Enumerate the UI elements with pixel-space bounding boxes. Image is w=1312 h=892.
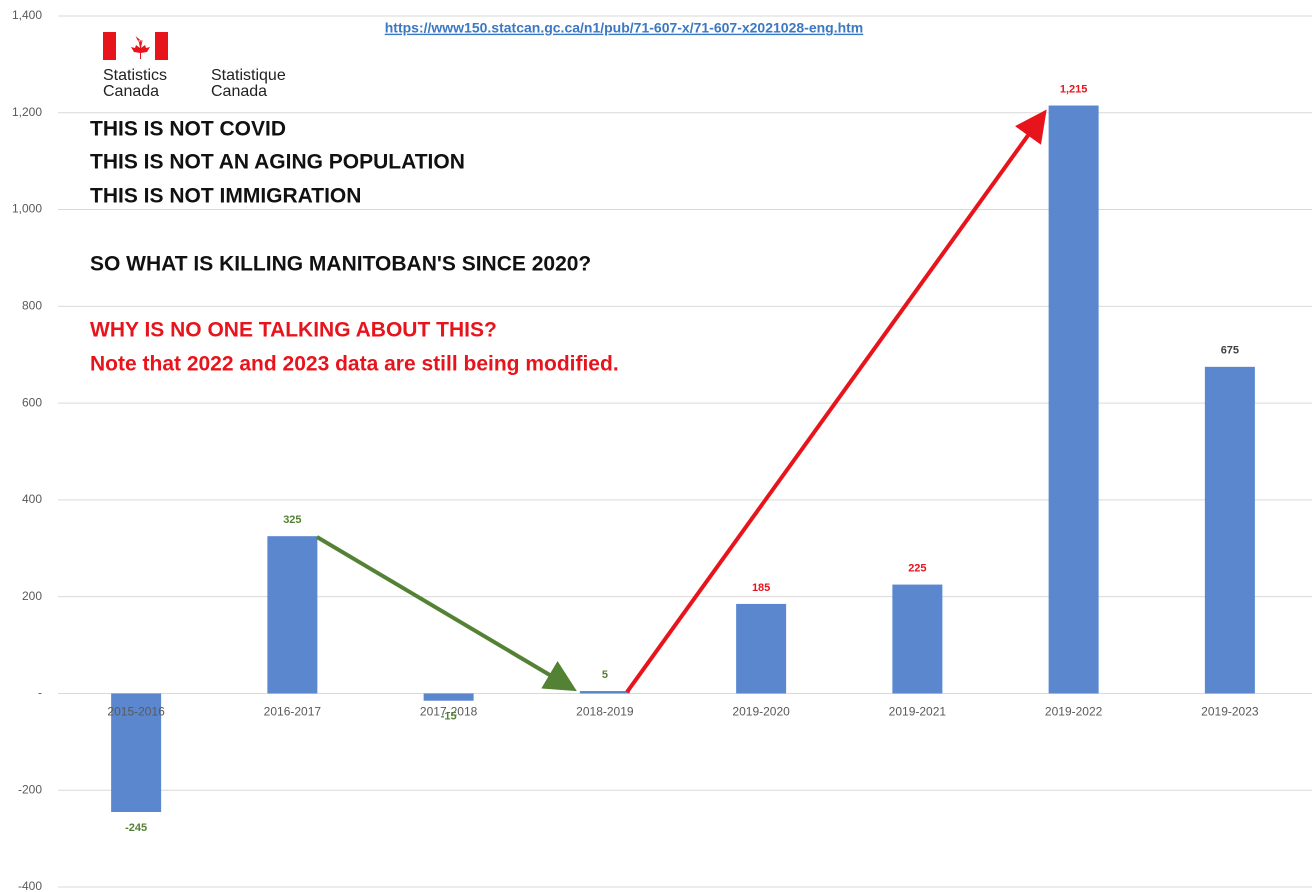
x-tick-label: 2019-2021: [889, 705, 947, 719]
maple-leaf: [131, 36, 150, 59]
value-label: -245: [125, 822, 147, 834]
source-link[interactable]: https://www150.statcan.gc.ca/n1/pub/71-6…: [385, 20, 864, 36]
y-tick-label: 600: [22, 395, 42, 409]
x-tick-label: 2015-2016: [107, 705, 165, 719]
y-tick-label: -400: [18, 879, 42, 892]
y-tick-label: 1,400: [12, 8, 42, 22]
y-tick-label: 800: [22, 299, 42, 313]
logo-text: Canada: [103, 83, 159, 100]
logo: Statistics Canada Statistique Canada: [103, 32, 286, 100]
annotation: THIS IS NOT AN AGING POPULATION: [90, 151, 465, 174]
annotation: Note that 2022 and 2023 data are still b…: [90, 353, 619, 376]
plot: -400-200-2004006008001,0001,2001,4002015…: [12, 8, 1312, 892]
y-tick-label: 1,200: [12, 105, 42, 119]
x-tick-label: 2016-2017: [264, 705, 322, 719]
bar: [579, 691, 630, 694]
flag-bar: [155, 32, 168, 60]
logo-text: Statistics: [103, 67, 167, 84]
logo-text: Canada: [211, 83, 267, 100]
value-label: 675: [1221, 345, 1239, 357]
bar: [111, 693, 162, 812]
bar: [736, 603, 787, 694]
annotation: THIS IS NOT COVID: [90, 118, 286, 141]
value-label: 1,215: [1060, 83, 1088, 95]
x-tick-label: 2017-2018: [420, 705, 478, 719]
value-label: 185: [752, 582, 770, 594]
value-label: 325: [283, 514, 301, 526]
flag-bar: [103, 32, 116, 60]
x-tick-label: 2019-2023: [1201, 705, 1259, 719]
x-tick-label: 2019-2022: [1045, 705, 1103, 719]
value-label: 5: [602, 669, 608, 681]
y-tick-label: 1,000: [12, 202, 42, 216]
bar: [1048, 105, 1099, 694]
annotation: SO WHAT IS KILLING MANITOBAN'S SINCE 202…: [90, 253, 591, 276]
trend-arrow: [315, 535, 577, 692]
x-tick-label: 2019-2020: [732, 705, 790, 719]
y-tick-label: -: [38, 686, 42, 700]
annotation: WHY IS NO ONE TALKING ABOUT THIS?: [90, 319, 497, 342]
logo-text: Statistique: [211, 67, 286, 84]
value-label: 225: [908, 562, 926, 574]
annotation: THIS IS NOT IMMIGRATION: [90, 185, 361, 208]
bar: [892, 584, 943, 694]
bar: [267, 536, 318, 694]
y-tick-label: -200: [18, 782, 42, 796]
value-label: -15: [441, 711, 457, 723]
y-tick-label: 200: [22, 589, 42, 603]
trend-arrow: [625, 109, 1047, 694]
bar: [423, 693, 474, 701]
x-tick-label: 2018-2019: [576, 705, 634, 719]
bar: [1204, 366, 1255, 694]
y-tick-label: 400: [22, 492, 42, 506]
